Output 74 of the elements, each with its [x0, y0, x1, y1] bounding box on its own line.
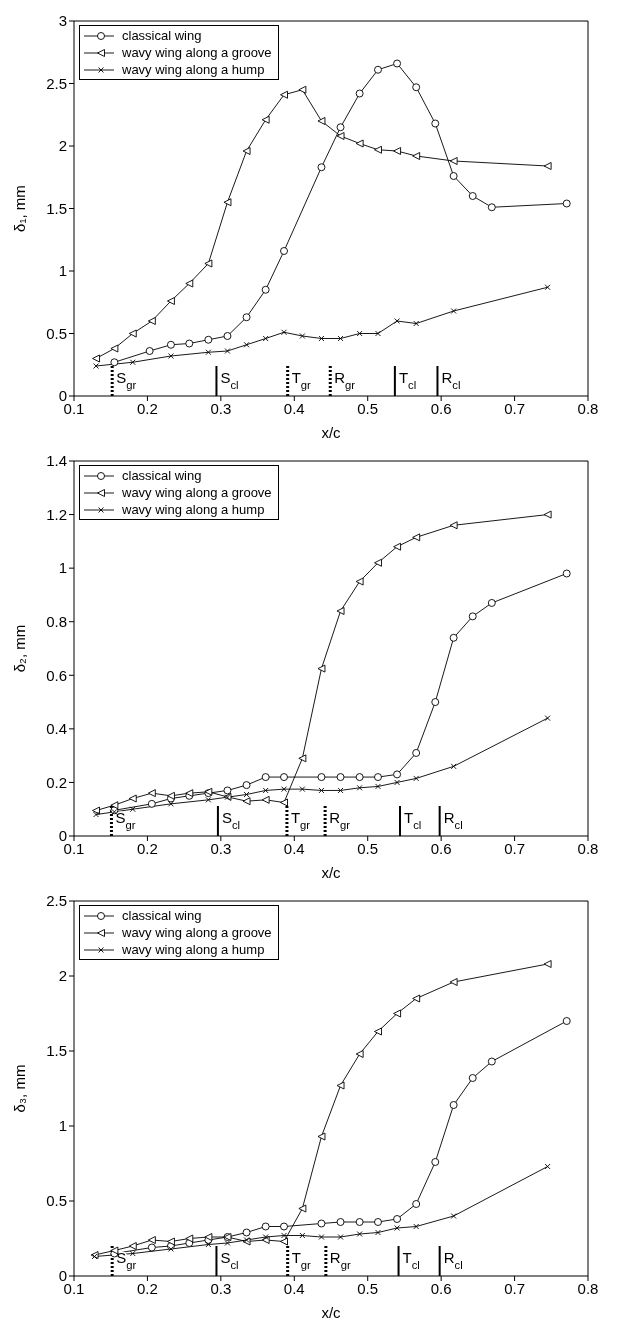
x-tick-label: 0.2: [137, 1279, 158, 1297]
ref-line-label: S$_{gr}$: [116, 369, 137, 391]
y-tick-label: 0.8: [46, 613, 67, 631]
y-tick-label: 3: [58, 12, 67, 30]
y-tick-label: 1: [58, 262, 67, 280]
x-tick-label: 0.6: [430, 399, 452, 417]
legend-label: classical wing: [122, 28, 202, 43]
x-tick-label: 0.8: [577, 839, 599, 857]
x-tick-label: 0.7: [504, 399, 525, 417]
ref-line-label: T$_{cl}$: [398, 369, 417, 391]
y-axis-title: δ₁, mm: [11, 185, 29, 232]
y-tick-label: 0.4: [46, 720, 67, 738]
x-tick-label: 0.5: [357, 1279, 379, 1297]
legend-label: classical wing: [122, 908, 202, 923]
ref-line-label: T$_{cl}$: [404, 809, 422, 831]
ref-line-label: T$_{gr}$: [290, 809, 311, 831]
legend-label: wavy wing along a hump: [122, 942, 265, 957]
y-tick-label: 0.2: [46, 773, 67, 791]
y-tick-label: 0.6: [46, 666, 67, 684]
x-tick-label: 0.3: [210, 839, 232, 857]
x-tick-label: 0.4: [283, 839, 305, 857]
ref-line-label: T$_{gr}$: [291, 1249, 312, 1271]
legend-label: wavy wing along a hump: [122, 502, 265, 517]
x-tick-label: 0.6: [430, 839, 452, 857]
y-tick-label: 0: [58, 827, 67, 845]
y-axis-title: δ₂, mm: [11, 624, 29, 673]
y-tick-label: 2: [58, 137, 67, 155]
ref-line-label: S$_{cl}$: [221, 809, 241, 831]
legend-label: wavy wing along a hump: [122, 62, 265, 77]
x-tick-label: 0.6: [430, 1279, 452, 1297]
x-axis-title: x/c: [321, 864, 342, 881]
legend-label: wavy wing along a groove: [122, 485, 272, 500]
x-tick-label: 0.5: [357, 839, 379, 857]
y-tick-label: 2.5: [46, 74, 67, 92]
y-tick-label: 2.5: [46, 892, 67, 910]
y-tick-label: 0: [58, 1267, 67, 1285]
y-tick-label: 1: [58, 1117, 67, 1135]
x-tick-label: 0.5: [357, 399, 379, 417]
y-tick-label: 1.5: [46, 199, 67, 217]
y-tick-label: 0: [58, 387, 67, 405]
y-tick-label: 2: [58, 967, 67, 985]
ref-line-label: S$_{cl}$: [220, 1249, 239, 1271]
x-tick-label: 0.8: [577, 399, 599, 417]
x-tick-label: 0.3: [210, 399, 232, 417]
ref-line-label: T$_{cl}$: [402, 1249, 420, 1271]
ref-line-label: R$_{cl}$: [441, 369, 461, 391]
y-tick-label: 1: [58, 559, 67, 577]
x-tick-label: 0.2: [137, 399, 158, 417]
ref-line-label: R$_{gr}$: [334, 369, 356, 391]
ref-line-label: S$_{gr}$: [115, 809, 136, 831]
x-tick-label: 0.8: [577, 1279, 599, 1297]
ref-line-label: R$_{gr}$: [329, 1249, 351, 1271]
y-tick-label: 1.4: [46, 452, 67, 470]
x-tick-label: 0.7: [504, 839, 525, 857]
legend-label: wavy wing along a groove: [122, 45, 272, 60]
x-axis-title: x/c: [321, 424, 342, 441]
x-tick-label: 0.3: [210, 1279, 232, 1297]
x-tick-label: 0.2: [137, 839, 158, 857]
y-tick-label: 1.5: [46, 1042, 67, 1060]
legend-label: classical wing: [122, 468, 202, 483]
y-tick-label: 0.5: [46, 324, 67, 342]
y-tick-label: 1.2: [46, 505, 67, 523]
y-tick-label: 0.5: [46, 1192, 67, 1210]
ref-line-label: R$_{cl}$: [443, 809, 463, 831]
x-tick-label: 0.4: [283, 399, 305, 417]
x-tick-label: 0.7: [504, 1279, 525, 1297]
y-axis-title: δ₃, mm: [11, 1064, 29, 1113]
ref-line-label: S$_{cl}$: [220, 369, 239, 391]
ref-line-label: T$_{gr}$: [291, 369, 312, 391]
x-axis-title: x/c: [321, 1304, 342, 1321]
ref-line-label: R$_{gr}$: [329, 809, 351, 831]
legend-label: wavy wing along a groove: [122, 925, 272, 940]
ref-line-label: R$_{cl}$: [443, 1249, 463, 1271]
x-tick-label: 0.4: [283, 1279, 305, 1297]
